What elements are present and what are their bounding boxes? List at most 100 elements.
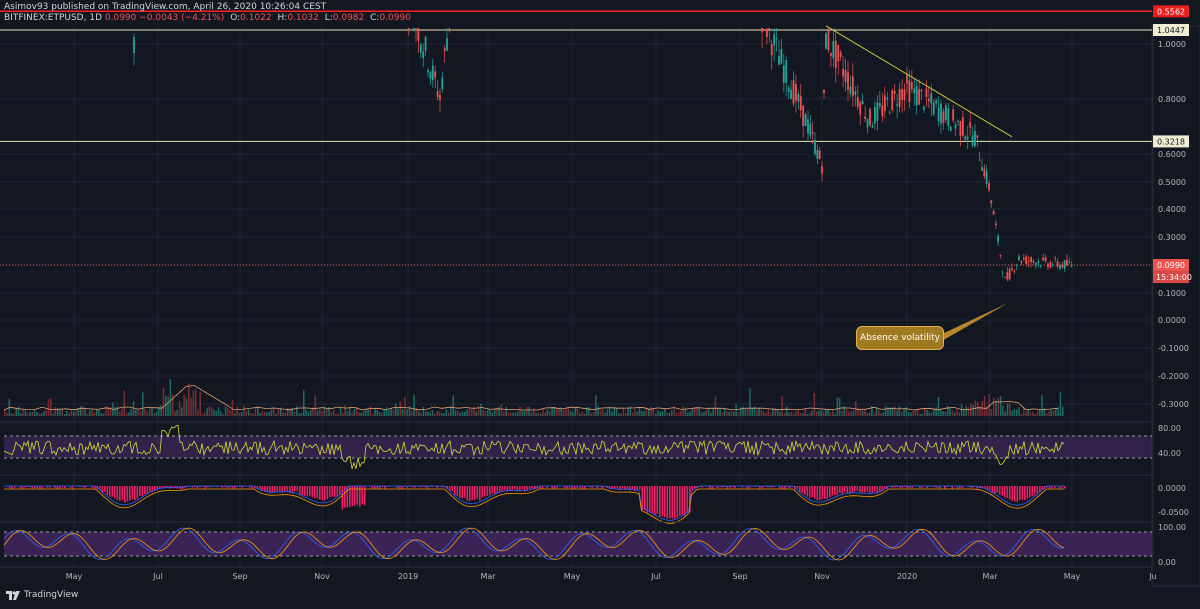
macd-hist-bar [986, 486, 989, 491]
volume-bar [224, 406, 227, 416]
macd-hist-bar [316, 486, 319, 499]
candle-body [864, 116, 867, 119]
macd-hist-bar [879, 486, 881, 493]
volume-bar [77, 407, 80, 416]
candle-body [439, 94, 441, 100]
macd-hist-bar [701, 486, 704, 488]
rsi-tick-label: 40.00 [1158, 449, 1181, 458]
macd-hist-bar [31, 486, 34, 489]
volume-bar [181, 407, 183, 416]
candle-body [1066, 259, 1068, 266]
volume-bar [293, 411, 296, 416]
macd-hist-bar [34, 486, 36, 488]
macd-hist-bar [676, 486, 679, 518]
macd-hist-bar [814, 486, 816, 499]
macd-hist-bar [626, 486, 629, 490]
volume-bar [526, 406, 528, 416]
volume-bar [1013, 409, 1016, 416]
volume-bar [489, 410, 491, 416]
tradingview-brand[interactable]: TradingView [6, 590, 78, 600]
volume-bar [901, 412, 903, 416]
volume-bar [944, 411, 947, 416]
volume-bar [822, 411, 825, 416]
volume-bar [1050, 410, 1052, 416]
volume-bar [949, 407, 951, 416]
macd-hist-bar [56, 486, 59, 489]
macd-hist-bar [1039, 486, 1041, 493]
macd-hist-bar [869, 486, 871, 493]
candle-body [1051, 264, 1054, 266]
macd-hist-bar [824, 486, 826, 499]
candle-body [1022, 257, 1025, 260]
macd-hist-bar [859, 486, 861, 493]
volume-bar [875, 407, 878, 416]
candle-body [983, 168, 986, 177]
volume-bar [155, 411, 158, 416]
volume-bar [96, 409, 98, 416]
macd-hist-bar [551, 486, 554, 489]
macd-hist-bar [826, 486, 829, 499]
volume-bar [774, 408, 776, 416]
volume-bar [404, 396, 406, 416]
macd-hist-bar [426, 486, 429, 489]
macd-hist-bar [159, 486, 161, 489]
volume-bar [477, 406, 480, 416]
macd-hist-bar [629, 486, 631, 491]
volume-bar [211, 407, 213, 416]
macd-hist-bar [116, 486, 119, 500]
volume-bar [813, 392, 816, 416]
macd-hist-bar [314, 486, 316, 499]
macd-hist-bar [239, 486, 241, 488]
macd-hist-bar [846, 486, 849, 493]
volume-bar [648, 409, 650, 416]
macd-hist-bar [1041, 486, 1044, 490]
volume-bar [553, 406, 556, 416]
volume-bar [491, 412, 494, 416]
volume-bar [599, 410, 602, 416]
macd-hist-bar [654, 486, 656, 515]
macd-hist-bar [14, 486, 16, 488]
trendline [825, 25, 1013, 138]
candle-body [834, 40, 837, 68]
macd-hist-bar [896, 486, 899, 488]
candle-body [1044, 257, 1047, 261]
macd-hist-bar [241, 486, 244, 488]
symbol-line: BITFINEX:ETPUSD, 1D 0.0990 −0.0043 (−4.2… [4, 13, 411, 23]
candle-body [1008, 268, 1011, 280]
candle-body [1063, 260, 1066, 269]
volume-bar [36, 412, 38, 416]
candle-body [886, 97, 889, 100]
macd-hist-bar [689, 486, 691, 512]
volume-bar [84, 409, 86, 416]
rsi-tick-label: 80.00 [1158, 424, 1181, 433]
volume-bar [434, 413, 436, 416]
volume-bar [703, 411, 705, 416]
volume-bar [951, 410, 954, 416]
rsi-pane: 80.00 40.00 [0, 421, 1181, 470]
volume-bar [928, 412, 931, 416]
macd-hist-bar [861, 486, 864, 493]
macd-hist-bar [554, 486, 556, 489]
macd-hist-bar [299, 486, 301, 495]
volatility-annotation[interactable]: Absence volatility [856, 326, 944, 350]
volume-bar [595, 395, 597, 416]
volume-bar [130, 408, 132, 416]
macd-hist-bar [369, 486, 371, 487]
candle-body [1056, 261, 1059, 267]
volume-bar [190, 397, 192, 416]
volume-bar [673, 406, 675, 416]
macd-hist-bar [261, 486, 264, 491]
volume-bar [369, 406, 372, 416]
volume-bar [772, 407, 774, 416]
macd-hist-bar [419, 486, 421, 488]
candle-body [990, 200, 993, 204]
candle-body [429, 72, 432, 79]
volume-bar [802, 413, 804, 416]
macd-hist-bar [601, 486, 604, 489]
candle-body [915, 85, 918, 106]
macd-hist-bar [379, 486, 381, 489]
volume-bar [105, 407, 107, 416]
volume-bar [746, 407, 749, 416]
volume-bar [560, 407, 563, 416]
